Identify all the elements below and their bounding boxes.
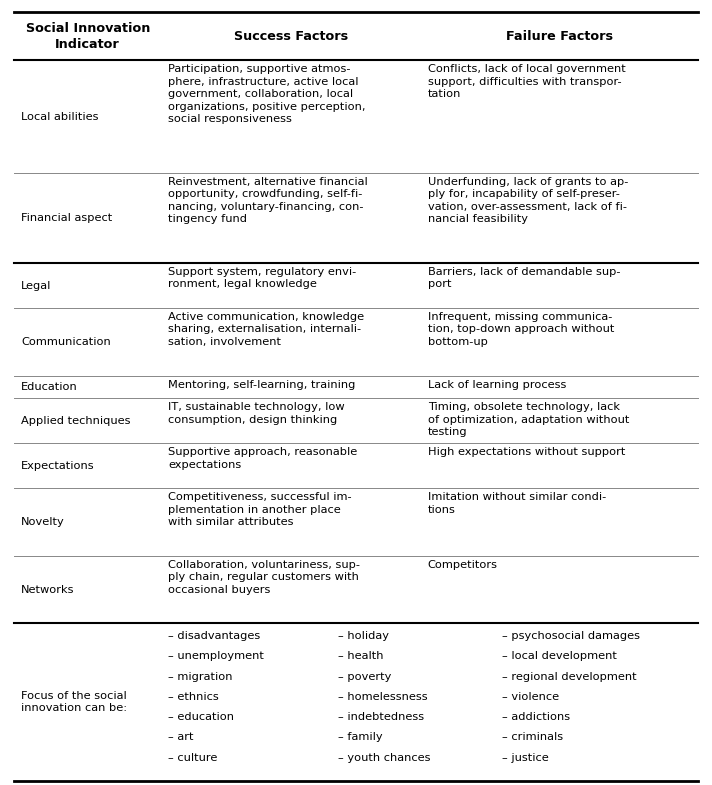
Text: – criminals: – criminals bbox=[502, 732, 563, 743]
Text: – psychosocial damages: – psychosocial damages bbox=[502, 631, 640, 641]
Text: Barriers, lack of demandable sup-
port: Barriers, lack of demandable sup- port bbox=[428, 267, 620, 290]
Text: – regional development: – regional development bbox=[502, 672, 637, 681]
Text: High expectations without support: High expectations without support bbox=[428, 447, 625, 457]
Text: – unemployment: – unemployment bbox=[168, 652, 264, 662]
Text: Collaboration, voluntariness, sup-
ply chain, regular customers with
occasional : Collaboration, voluntariness, sup- ply c… bbox=[168, 560, 360, 594]
Text: – poverty: – poverty bbox=[338, 672, 392, 681]
Text: – youth chances: – youth chances bbox=[338, 753, 431, 762]
Text: Lack of learning process: Lack of learning process bbox=[428, 380, 566, 389]
Text: – education: – education bbox=[168, 712, 234, 722]
Text: – indebtedness: – indebtedness bbox=[338, 712, 424, 722]
Text: Reinvestment, alternative financial
opportunity, crowdfunding, self-fi-
nancing,: Reinvestment, alternative financial oppo… bbox=[168, 177, 368, 225]
Text: – justice: – justice bbox=[502, 753, 549, 762]
Text: Support system, regulatory envi-
ronment, legal knowledge: Support system, regulatory envi- ronment… bbox=[168, 267, 356, 290]
Text: Competitors: Competitors bbox=[428, 560, 498, 570]
Text: – culture: – culture bbox=[168, 753, 217, 762]
Text: – homelessness: – homelessness bbox=[338, 692, 428, 702]
Text: – art: – art bbox=[168, 732, 194, 743]
Text: Timing, obsolete technology, lack
of optimization, adaptation without
testing: Timing, obsolete technology, lack of opt… bbox=[428, 402, 629, 437]
Text: – family: – family bbox=[338, 732, 383, 743]
Text: – local development: – local development bbox=[502, 652, 617, 662]
Text: Expectations: Expectations bbox=[21, 461, 95, 471]
Text: Competitiveness, successful im-
plementation in another place
with similar attri: Competitiveness, successful im- plementa… bbox=[168, 492, 352, 527]
Text: – holiday: – holiday bbox=[338, 631, 389, 641]
Text: Applied techniques: Applied techniques bbox=[21, 416, 130, 425]
Text: – violence: – violence bbox=[502, 692, 559, 702]
Text: Infrequent, missing communica-
tion, top-down approach without
bottom-up: Infrequent, missing communica- tion, top… bbox=[428, 312, 614, 347]
Text: Underfunding, lack of grants to ap-
ply for, incapability of self-preser-
vation: Underfunding, lack of grants to ap- ply … bbox=[428, 177, 628, 225]
Text: Success Factors: Success Factors bbox=[234, 30, 348, 42]
Text: Conflicts, lack of local government
support, difficulties with transpor-
tation: Conflicts, lack of local government supp… bbox=[428, 64, 626, 99]
Text: Education: Education bbox=[21, 382, 78, 392]
Text: Local abilities: Local abilities bbox=[21, 111, 98, 122]
Text: – migration: – migration bbox=[168, 672, 233, 681]
Text: Legal: Legal bbox=[21, 281, 51, 290]
Text: – disadvantages: – disadvantages bbox=[168, 631, 261, 641]
Text: Focus of the social
innovation can be:: Focus of the social innovation can be: bbox=[21, 691, 127, 714]
Text: Social Innovation
Indicator: Social Innovation Indicator bbox=[26, 22, 150, 50]
Text: Mentoring, self-learning, training: Mentoring, self-learning, training bbox=[168, 380, 355, 389]
Text: Active communication, knowledge
sharing, externalisation, internali-
sation, inv: Active communication, knowledge sharing,… bbox=[168, 312, 364, 347]
Text: IT, sustainable technology, low
consumption, design thinking: IT, sustainable technology, low consumpt… bbox=[168, 402, 345, 425]
Text: Supportive approach, reasonable
expectations: Supportive approach, reasonable expectat… bbox=[168, 447, 357, 469]
Text: – addictions: – addictions bbox=[502, 712, 570, 722]
Text: – ethnics: – ethnics bbox=[168, 692, 219, 702]
Text: Failure Factors: Failure Factors bbox=[506, 30, 613, 42]
Text: Imitation without similar condi-
tions: Imitation without similar condi- tions bbox=[428, 492, 606, 515]
Text: – health: – health bbox=[338, 652, 384, 662]
Text: Communication: Communication bbox=[21, 337, 111, 347]
Text: Financial aspect: Financial aspect bbox=[21, 213, 112, 223]
Text: Networks: Networks bbox=[21, 585, 75, 595]
Text: Participation, supportive atmos-
phere, infrastructure, active local
government,: Participation, supportive atmos- phere, … bbox=[168, 64, 365, 124]
Text: Novelty: Novelty bbox=[21, 517, 65, 527]
